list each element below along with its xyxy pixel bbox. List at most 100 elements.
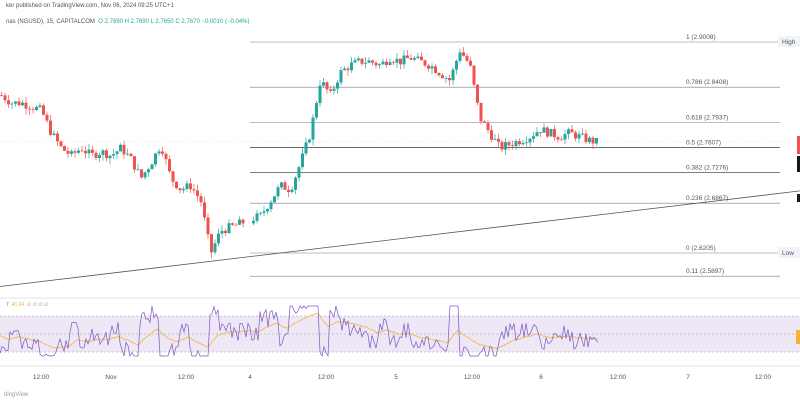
candle-body [465, 55, 469, 61]
candle-body [252, 220, 255, 224]
candle-body [10, 103, 14, 105]
time-tick-label: 12:00 [318, 374, 335, 381]
candle-body [451, 69, 455, 81]
candle-body [3, 95, 7, 101]
candle-body [56, 133, 59, 142]
candle-body [241, 219, 245, 224]
time-tick-label: 12:00 [755, 374, 772, 381]
candle-body [486, 122, 490, 131]
candle-body [371, 60, 374, 63]
candle-body [483, 121, 486, 123]
fib-label: 1 (2.9008) [686, 34, 716, 41]
fib-label: 0.5 (2.7607) [686, 139, 721, 146]
tradingview-watermark: dingView [4, 392, 29, 398]
candle-body [70, 151, 73, 154]
candle-body [101, 150, 105, 155]
candle-body [98, 154, 101, 159]
candle-body [392, 62, 395, 64]
candle-body [406, 55, 409, 59]
time-tick-label: 12:00 [464, 374, 481, 381]
candle-body [441, 75, 444, 79]
candle-body [381, 61, 385, 65]
candle-body [189, 183, 192, 190]
time-tick-label: 5 [394, 374, 398, 381]
candle-body [126, 153, 129, 155]
candle-body [322, 82, 325, 86]
tag-background [778, 36, 800, 47]
candle-body [17, 101, 21, 106]
candle-body [535, 132, 539, 137]
candle-body [504, 142, 507, 150]
price-marker-dark [797, 156, 800, 172]
candle-body [479, 102, 483, 122]
rsi-length: 7 [6, 302, 9, 308]
candle-body [514, 141, 518, 147]
candle-body [500, 141, 504, 150]
candle-body [409, 58, 413, 60]
candle-body [115, 151, 119, 155]
candle-body [367, 60, 371, 63]
candle-body [556, 137, 560, 140]
candle-body [0, 95, 3, 97]
candle-body [308, 139, 311, 143]
candle-body [80, 150, 84, 152]
candle-body [325, 82, 329, 90]
candle-body [343, 68, 346, 71]
time-tick-label: 6 [539, 374, 543, 381]
time-tick-label: Nov [105, 374, 117, 381]
fibonacci-retracement[interactable]: 1 (2.9008) 0.786 (2.8408) 0.618 (2.7937) 0.… [250, 34, 780, 277]
low-marker: Low [778, 247, 800, 258]
candle-body [24, 102, 28, 109]
candle-body [143, 172, 147, 178]
candle-body [315, 103, 318, 118]
candle-body [588, 137, 591, 143]
candle-body [567, 129, 570, 135]
trendline[interactable] [0, 141, 800, 287]
candle-body [283, 182, 287, 190]
candle-body [94, 152, 98, 159]
candle-body [84, 150, 87, 154]
rsi-scale-marker [796, 330, 800, 344]
rsi-legend: 7 40.24 ∅ ∅ ∅ ∅ [6, 302, 48, 308]
candle-body [549, 128, 553, 137]
candle-body [336, 82, 339, 89]
candle-body [73, 151, 77, 153]
fib-label: 0.786 (2.8408) [686, 79, 728, 86]
candle-body [182, 188, 185, 191]
candle-body [112, 154, 115, 156]
candle-body [329, 89, 332, 91]
candle-body [353, 60, 357, 63]
candle-body [136, 169, 140, 171]
candle-body [507, 142, 511, 146]
candle-body [584, 133, 588, 143]
candle-body [525, 142, 528, 144]
candle-body [497, 138, 500, 142]
candle-body [280, 182, 283, 188]
candle-body [395, 58, 399, 63]
candle-body [455, 60, 458, 70]
candle-body [476, 84, 479, 103]
candle-body [553, 128, 556, 138]
candle-body [444, 78, 448, 79]
candle-body [427, 65, 430, 69]
candle-body [591, 137, 595, 144]
candle-body [490, 130, 493, 140]
time-tick-label: 12:00 [33, 374, 50, 381]
candle-body [224, 230, 227, 234]
fib-label: 0.11 (2.5897) [686, 268, 724, 275]
candle-body [59, 141, 63, 147]
candle-body [199, 196, 203, 203]
candle-body [77, 150, 80, 153]
candle-body [528, 138, 532, 143]
candle-body [203, 202, 206, 218]
time-axis: 12:00 Nov 12:00 4 12:00 5 12:00 6 12:00 7 12:00 [0, 365, 800, 381]
candle-body [276, 187, 280, 197]
candle-body [346, 68, 350, 71]
candle-body [360, 58, 364, 64]
candle-body [192, 189, 196, 191]
fib-label: 0 (2.6205) [686, 245, 716, 252]
candle-body [140, 169, 143, 178]
candle-body [290, 189, 294, 192]
candle-body [399, 58, 402, 65]
